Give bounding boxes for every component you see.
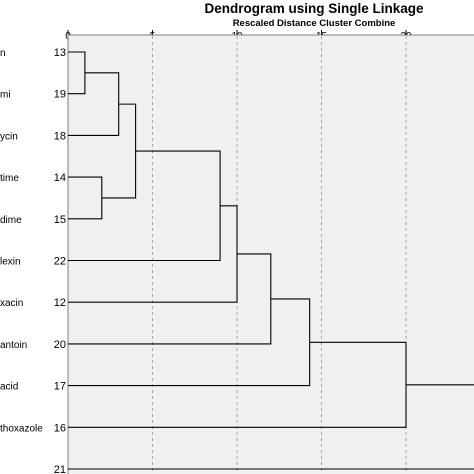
chart-subtitle: Rescaled Distance Cluster Combine	[233, 18, 396, 29]
leaf-label: dime	[0, 215, 22, 226]
leaf-label: ycin	[0, 131, 18, 142]
leaf-number: 19	[54, 89, 66, 101]
leaf-label: antoin	[0, 340, 27, 351]
leaf-number: 16	[54, 422, 66, 434]
leaf-label: acid	[0, 382, 18, 393]
leaf-number: 17	[54, 381, 66, 393]
leaf-label: thoxazole	[0, 423, 43, 434]
leaf-label: n	[0, 48, 6, 59]
leaf-number: 15	[54, 214, 66, 226]
leaf-number: 22	[54, 256, 66, 268]
leaf-number: 18	[54, 130, 66, 142]
leaf-label: mi	[0, 90, 11, 101]
leaf-number: 13	[54, 47, 66, 59]
leaf-label: lexin	[0, 257, 21, 268]
leaf-number: 14	[54, 172, 66, 184]
leaf-number: 12	[54, 297, 66, 309]
leaf-labels: n 13 mi 19 ycin 18 time 14 dime 15 lexin 22 xacin 12 a…	[0, 47, 66, 474]
merge-link	[68, 384, 474, 470]
leaf-number: 20	[54, 339, 66, 351]
dendrogram-tree	[68, 51, 474, 470]
leaf-label: time	[0, 173, 19, 184]
leaf-number: 21	[54, 464, 66, 474]
chart-title: Dendrogram using Single Linkage	[204, 1, 424, 16]
leaf-label: xacin	[0, 298, 23, 309]
